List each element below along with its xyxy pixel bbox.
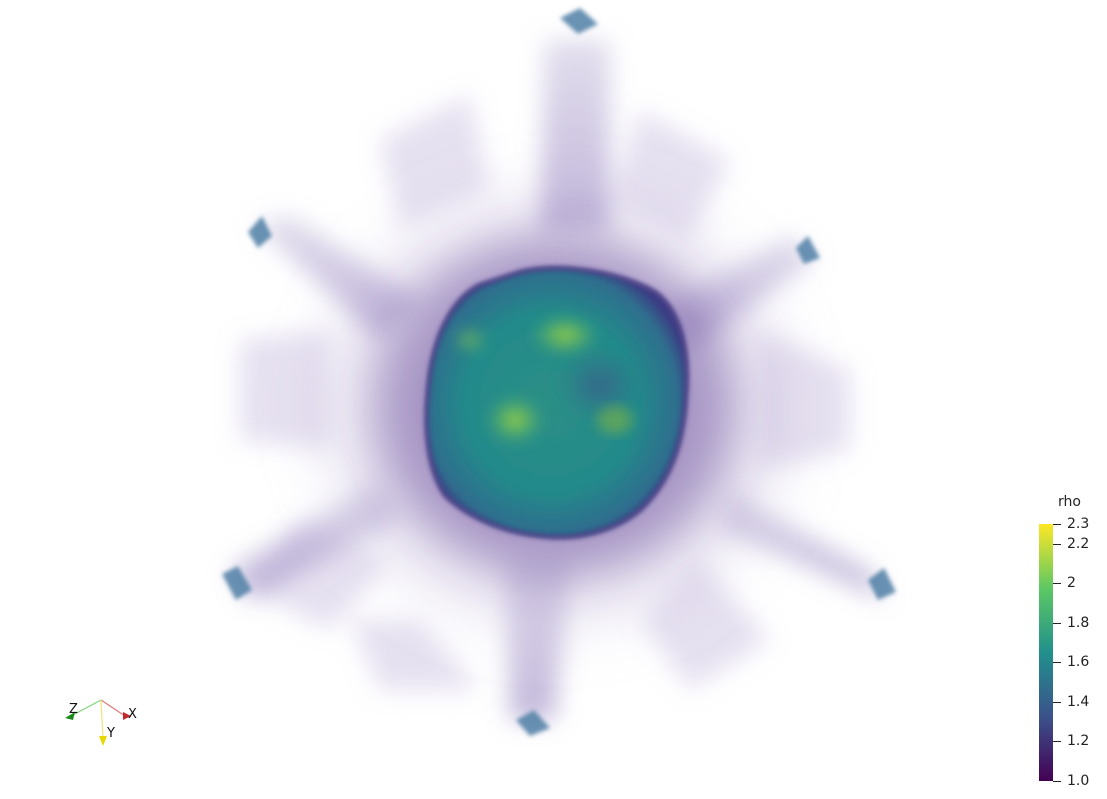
colorbar-gradient [1039, 524, 1053, 781]
colorbar: rho 2.3 2.2 2 1.8 1.6 1.4 1.2 1.0 [1032, 492, 1107, 792]
colorbar-tick [1053, 781, 1061, 782]
colorbar-tick-label: 1.2 [1067, 733, 1090, 750]
colorbar-title: rho [1058, 494, 1081, 510]
colorbar-tick-label: 2.3 [1067, 516, 1090, 532]
core-blob [426, 268, 687, 538]
colorbar-tick-label: 1.4 [1067, 693, 1090, 710]
z-axis-cone [65, 712, 75, 720]
colorbar-tick-label: 1.0 [1067, 773, 1090, 789]
colorbar-tick [1053, 583, 1061, 585]
colorbar-tick-label: 2.2 [1067, 535, 1090, 552]
y-axis-cone [99, 736, 107, 746]
orientation-axes: Z X Y [55, 690, 145, 750]
x-axis-label: X [128, 707, 137, 722]
colorbar-tick [1053, 543, 1061, 545]
x-axis-cone [123, 712, 131, 720]
colorbar-tick [1053, 524, 1061, 525]
y-axis-label: Y [106, 726, 115, 741]
colorbar-tick [1053, 741, 1061, 743]
colorbar-tick-label: 2 [1067, 575, 1076, 592]
colorbar-tick-label: 1.6 [1067, 654, 1090, 671]
tips [222, 8, 896, 736]
colorbar-tick-label: 1.8 [1067, 614, 1090, 631]
colorbar-tick [1053, 662, 1061, 664]
colorbar-tick [1053, 701, 1061, 703]
z-axis-label: Z [69, 702, 78, 717]
colorbar-tick [1053, 622, 1061, 624]
